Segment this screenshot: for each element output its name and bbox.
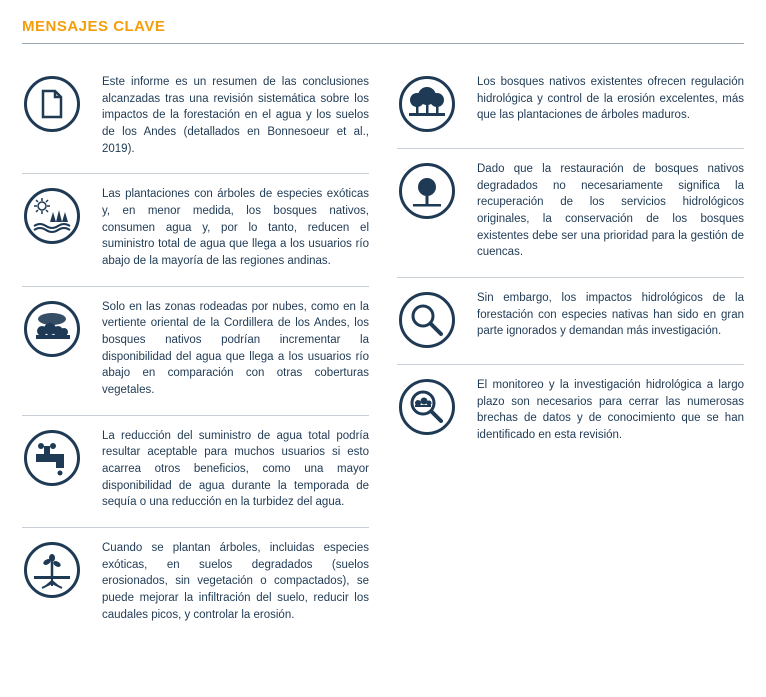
message-text: La reducción del suministro de agua tota… <box>102 428 369 511</box>
magnifier-forest-icon <box>399 379 455 435</box>
right-column: Los bosques nativos existentes ofrecen r… <box>397 62 744 639</box>
icon-wrap <box>397 161 457 261</box>
document-icon <box>24 76 80 132</box>
columns-container: Este informe es un resumen de las conclu… <box>22 62 744 639</box>
sun-trees-icon <box>24 188 80 244</box>
key-message: Solo en las zonas rodeadas por nubes, co… <box>22 287 369 416</box>
single-tree-icon <box>399 163 455 219</box>
key-message: Este informe es un resumen de las conclu… <box>22 62 369 174</box>
icon-wrap <box>22 428 82 511</box>
title-divider <box>22 43 744 44</box>
icon-wrap <box>397 377 457 444</box>
message-text: Los bosques nativos existentes ofrecen r… <box>477 74 744 132</box>
message-text: Dado que la restauración de bosques nati… <box>477 161 744 261</box>
icon-wrap <box>397 290 457 348</box>
key-message: Los bosques nativos existentes ofrecen r… <box>397 62 744 149</box>
cloud-forest-icon <box>24 301 80 357</box>
message-text: Sin embargo, los impactos hidrológicos d… <box>477 290 744 348</box>
magnifier-icon <box>399 292 455 348</box>
icon-wrap <box>22 540 82 623</box>
message-text: Solo en las zonas rodeadas por nubes, co… <box>102 299 369 399</box>
key-message: El monitoreo y la investigación hidrológ… <box>397 365 744 460</box>
key-message: La reducción del suministro de agua tota… <box>22 416 369 528</box>
left-column: Este informe es un resumen de las conclu… <box>22 62 369 639</box>
message-text: Este informe es un resumen de las conclu… <box>102 74 369 157</box>
message-text: Las plantaciones con árboles de especies… <box>102 186 369 269</box>
icon-wrap <box>22 74 82 157</box>
message-text: El monitoreo y la investigación hidrológ… <box>477 377 744 444</box>
key-message: Las plantaciones con árboles de especies… <box>22 174 369 286</box>
key-message: Dado que la restauración de bosques nati… <box>397 149 744 278</box>
faucet-icon <box>24 430 80 486</box>
sapling-icon <box>24 542 80 598</box>
message-text: Cuando se plantan árboles, incluidas esp… <box>102 540 369 623</box>
mature-trees-icon <box>399 76 455 132</box>
key-message: Cuando se plantan árboles, incluidas esp… <box>22 528 369 639</box>
key-message: Sin embargo, los impactos hidrológicos d… <box>397 278 744 365</box>
icon-wrap <box>397 74 457 132</box>
icon-wrap <box>22 186 82 269</box>
icon-wrap <box>22 299 82 399</box>
page-title: MENSAJES CLAVE <box>22 18 744 35</box>
